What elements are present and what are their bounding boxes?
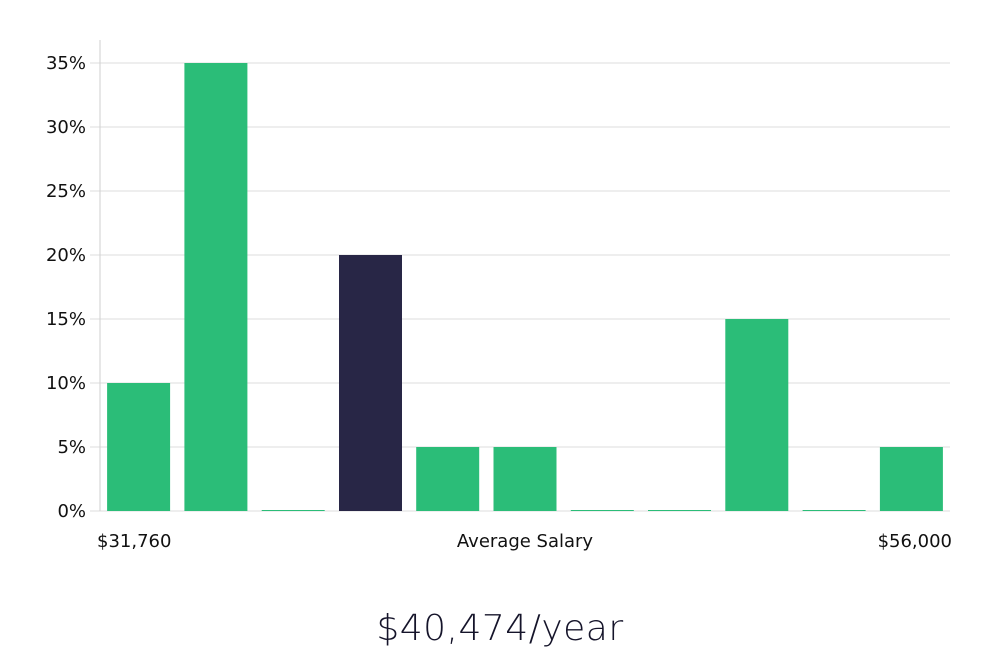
bar [416, 447, 480, 511]
y-tick-label: 5% [57, 437, 86, 458]
y-tick-label: 10% [46, 373, 86, 394]
y-tick-label: 20% [46, 245, 86, 266]
bar [725, 319, 789, 511]
bar [802, 510, 866, 511]
salary-histogram: 0% 5% 10% 15% 20% 25% 30% 35% $31,760 Average S… [46, 40, 952, 552]
x-axis-title: Average Salary [457, 531, 594, 552]
x-min-label: $31,760 [97, 531, 171, 552]
bar [648, 510, 711, 511]
y-tick-label: 25% [46, 181, 86, 202]
bar [107, 383, 171, 511]
y-tick-label: 0% [57, 501, 86, 522]
y-tick-label: 15% [46, 309, 86, 330]
y-tick-label: 35% [46, 53, 86, 74]
bar [493, 447, 557, 511]
bar [570, 510, 634, 511]
bar [879, 447, 943, 511]
bar-highlighted [339, 255, 402, 511]
y-axis-ticks: 0% 5% 10% 15% 20% 25% 30% 35% [46, 53, 86, 522]
bars [107, 63, 943, 511]
bar [184, 63, 248, 511]
bar [261, 510, 325, 511]
x-max-label: $56,000 [878, 531, 952, 552]
average-salary-value: $40,474/year [376, 608, 624, 649]
y-tick-label: 30% [46, 117, 86, 138]
